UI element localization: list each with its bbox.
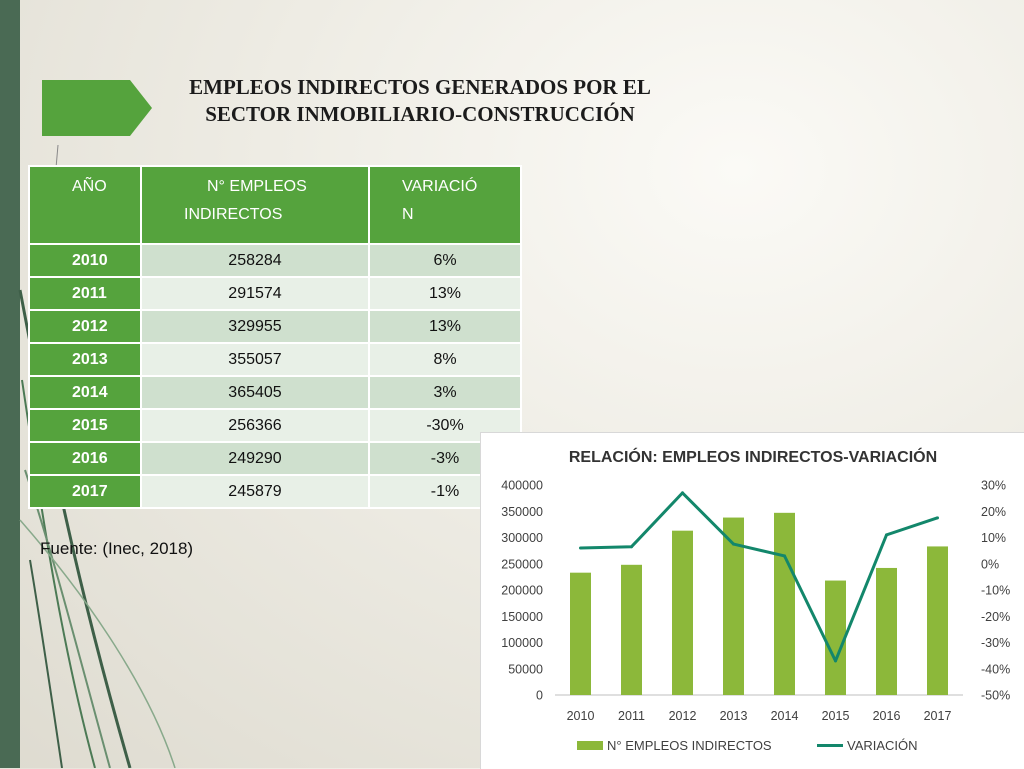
page-title: EMPLEOS INDIRECTOS GENERADOS POR EL SECT… <box>150 74 690 128</box>
jobs-cell: 249290 <box>140 441 370 476</box>
header-variation-line-2: N <box>402 206 414 223</box>
x-tick-label: 2013 <box>720 709 748 723</box>
variation-point-2011 <box>630 545 633 549</box>
year-cell: 2011 <box>28 276 142 311</box>
legend-line-label: VARIACIÓN <box>847 738 918 753</box>
header-jobs-line-1: N° EMPLEOS <box>207 178 307 195</box>
legend-bar-label: N° EMPLEOS INDIRECTOS <box>607 738 772 753</box>
header-year: AÑO <box>28 165 142 245</box>
bar-2014 <box>774 512 795 695</box>
employment-table: AÑO N° EMPLEOS INDIRECTOS VARIACIÓ N 201… <box>28 165 522 509</box>
chart-title: RELACIÓN: EMPLEOS INDIRECTOS-VARIACIÓN <box>569 447 937 466</box>
combo-chart: RELACIÓN: EMPLEOS INDIRECTOS-VARIACIÓN 40… <box>480 432 1024 769</box>
jobs-cell: 245879 <box>140 474 370 509</box>
chart-canvas: RELACIÓN: EMPLEOS INDIRECTOS-VARIACIÓN 40… <box>501 447 1010 753</box>
bar-2017 <box>927 546 948 695</box>
bar-2010 <box>570 572 591 695</box>
title-line-2: SECTOR INMOBILIARIO-CONSTRUCCIÓN <box>205 102 635 126</box>
jobs-cell: 256366 <box>140 408 370 443</box>
y-left-tick-label: 150000 <box>501 610 543 624</box>
y-left-tick-label: 50000 <box>508 662 543 676</box>
table-row: 2017 245879 -1% <box>28 474 522 509</box>
header-variation-line-1: VARIACIÓ <box>402 178 478 195</box>
y-left-tick-label: 250000 <box>501 557 543 571</box>
year-cell: 2013 <box>28 342 142 377</box>
year-cell: 2017 <box>28 474 142 509</box>
source-citation: Fuente: (Inec, 2018) <box>40 539 194 558</box>
x-tick-label: 2012 <box>669 709 697 723</box>
jobs-cell: 355057 <box>140 342 370 377</box>
year-cell: 2014 <box>28 375 142 410</box>
y-right-tick-label: -50% <box>981 689 1010 703</box>
y-right-tick-label: -10% <box>981 584 1010 598</box>
jobs-cell: 258284 <box>140 243 370 278</box>
y-left-tick-label: 100000 <box>501 636 543 650</box>
y-right-tick-label: 20% <box>981 505 1006 519</box>
x-tick-label: 2011 <box>618 709 645 723</box>
jobs-cell: 291574 <box>140 276 370 311</box>
header-year-label: AÑO <box>72 178 107 195</box>
y-left-tick-label: 300000 <box>501 531 543 545</box>
title-line-1: EMPLEOS INDIRECTOS GENERADOS POR EL <box>189 75 651 99</box>
y-right-tick-label: -40% <box>981 662 1010 676</box>
jobs-cell: 329955 <box>140 309 370 344</box>
y-right-tick-label: -20% <box>981 610 1010 624</box>
table-row: 2011 291574 13% <box>28 276 522 311</box>
year-cell: 2016 <box>28 441 142 476</box>
header-jobs: N° EMPLEOS INDIRECTOS <box>140 165 370 245</box>
y-left-tick-label: 400000 <box>501 479 543 493</box>
x-tick-label: 2015 <box>822 709 850 723</box>
variation-point-2017 <box>936 516 939 520</box>
bar-2011 <box>621 564 642 695</box>
table-row: 2015 256366 -30% <box>28 408 522 443</box>
variation-point-2015 <box>834 659 837 663</box>
variation-point-2013 <box>732 542 735 546</box>
bar-2016 <box>876 567 897 695</box>
variation-cell: 3% <box>368 375 522 410</box>
header-variation: VARIACIÓ N <box>368 165 522 245</box>
y-left-tick-label: 350000 <box>501 505 543 519</box>
variation-point-2016 <box>885 533 888 537</box>
bar-2012 <box>672 530 693 695</box>
variation-point-2010 <box>579 546 582 550</box>
x-tick-label: 2016 <box>873 709 901 723</box>
legend-bar-swatch <box>577 741 603 750</box>
table-header-row: AÑO N° EMPLEOS INDIRECTOS VARIACIÓ N <box>28 165 522 245</box>
y-right-tick-label: 30% <box>981 479 1006 493</box>
variation-point-2014 <box>783 554 786 558</box>
x-tick-label: 2010 <box>567 709 595 723</box>
variation-cell: 13% <box>368 276 522 311</box>
y-left-tick-label: 0 <box>536 689 543 703</box>
y-right-tick-label: 0% <box>981 557 999 571</box>
table-row: 2012 329955 13% <box>28 309 522 344</box>
x-tick-label: 2017 <box>924 709 952 723</box>
y-right-tick-label: -30% <box>981 636 1010 650</box>
variation-cell: 8% <box>368 342 522 377</box>
variation-cell: 6% <box>368 243 522 278</box>
variation-cell: 13% <box>368 309 522 344</box>
table-row: 2013 355057 8% <box>28 342 522 377</box>
left-accent-bar <box>0 0 20 768</box>
year-cell: 2012 <box>28 309 142 344</box>
variation-point-2012 <box>681 491 684 495</box>
table-row: 2010 258284 6% <box>28 243 522 278</box>
jobs-cell: 365405 <box>140 375 370 410</box>
table-row: 2016 249290 -3% <box>28 441 522 476</box>
header-jobs-line-2: INDIRECTOS <box>184 206 283 223</box>
table-row: 2014 365405 3% <box>28 375 522 410</box>
y-left-tick-label: 200000 <box>501 584 543 598</box>
variation-line <box>580 491 938 663</box>
year-cell: 2015 <box>28 408 142 443</box>
title-arrow-tag <box>42 80 152 136</box>
year-cell: 2010 <box>28 243 142 278</box>
x-tick-label: 2014 <box>771 709 799 723</box>
bar-2013 <box>723 517 744 695</box>
bar-2015 <box>825 580 846 695</box>
y-right-tick-label: 10% <box>981 531 1006 545</box>
